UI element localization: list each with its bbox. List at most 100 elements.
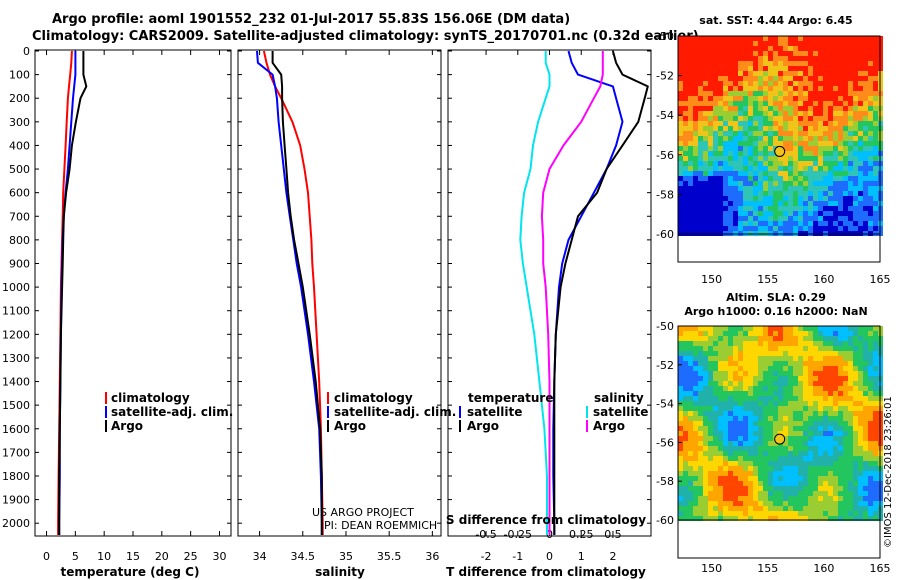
sla-cell	[678, 481, 683, 486]
sla-cell	[708, 331, 713, 336]
sla-cell	[713, 431, 718, 436]
sst-cell	[838, 201, 843, 206]
sla-cell	[708, 506, 713, 511]
sla-cell	[768, 351, 773, 356]
sla-cell	[728, 436, 733, 441]
sla-cell	[848, 516, 853, 521]
sst-cell	[788, 191, 793, 196]
sst-cell	[703, 101, 708, 106]
sla-cell	[738, 476, 743, 481]
sla-cell	[733, 416, 738, 421]
sla-cell	[783, 451, 788, 456]
sla-cell	[688, 386, 693, 391]
sla-cell	[833, 346, 838, 351]
sla-cell	[838, 391, 843, 396]
sst-cell	[713, 111, 718, 116]
sla-cell	[703, 416, 708, 421]
sla-cell	[843, 491, 848, 496]
sst-cell	[858, 146, 863, 151]
sla-cell	[723, 351, 728, 356]
sst-cell	[803, 221, 808, 226]
sla-cell	[723, 481, 728, 486]
sst-cell	[843, 106, 848, 111]
sst-cell	[798, 41, 803, 46]
sst-cell	[858, 36, 863, 41]
sst-cell	[828, 161, 833, 166]
map-lat-tick-label: -52	[656, 359, 674, 372]
sst-cell	[868, 56, 873, 61]
sst-cell	[743, 41, 748, 46]
sst-cell	[838, 41, 843, 46]
sst-cell	[768, 141, 773, 146]
sst-cell	[743, 51, 748, 56]
sst-cell	[763, 186, 768, 191]
sst-cell	[743, 86, 748, 91]
sla-cell	[803, 381, 808, 386]
sla-cell	[743, 471, 748, 476]
sst-cell	[748, 56, 753, 61]
sst-cell	[848, 216, 853, 221]
sst-cell	[778, 186, 783, 191]
sla-cell	[708, 496, 713, 501]
sla-cell	[793, 436, 798, 441]
sla-cell	[718, 461, 723, 466]
sla-cell	[753, 376, 758, 381]
sla-cell	[758, 451, 763, 456]
sst-cell	[813, 51, 818, 56]
sst-cell	[793, 46, 798, 51]
map-lat-tick-label: -60	[656, 514, 674, 527]
sla-cell	[768, 391, 773, 396]
sst-cell	[758, 36, 763, 41]
sst-cell	[773, 76, 778, 81]
x-tick-label: 34.5	[291, 550, 316, 563]
sst-cell	[728, 191, 733, 196]
sst-cell	[873, 96, 878, 101]
sla-cell	[718, 411, 723, 416]
sst-cell	[843, 151, 848, 156]
sst-cell	[738, 96, 743, 101]
sst-cell	[708, 56, 713, 61]
sst-cell	[778, 91, 783, 96]
sla-cell	[813, 431, 818, 436]
sst-cell	[743, 106, 748, 111]
sst-cell	[683, 171, 688, 176]
sla-cell	[703, 401, 708, 406]
sla-cell	[708, 446, 713, 451]
sla-cell	[783, 366, 788, 371]
sla-cell	[763, 406, 768, 411]
sst-cell	[693, 81, 698, 86]
sst-cell	[683, 56, 688, 61]
sla-cell	[688, 346, 693, 351]
sla-cell	[798, 336, 803, 341]
sla-cell	[743, 331, 748, 336]
sla-cell	[823, 476, 828, 481]
map-lat-tick-label: -52	[656, 70, 674, 83]
sst-cell	[838, 171, 843, 176]
sla-cell	[748, 456, 753, 461]
sla-cell	[813, 516, 818, 521]
sla-cell	[748, 471, 753, 476]
sst-cell	[693, 71, 698, 76]
sla-cell	[708, 351, 713, 356]
sst-cell	[773, 96, 778, 101]
sla-cell	[773, 411, 778, 416]
map-lon-tick-label: 150	[701, 562, 722, 575]
sla-cell	[698, 496, 703, 501]
sla-cell	[803, 376, 808, 381]
sst-cell	[713, 176, 718, 181]
sst-cell	[718, 41, 723, 46]
sst-cell	[708, 91, 713, 96]
sla-cell	[848, 326, 853, 331]
sst-cell	[688, 186, 693, 191]
sla-cell	[778, 491, 783, 496]
depth-tick-label: 1400	[2, 376, 30, 389]
sla-cell	[863, 396, 868, 401]
sst-cell	[703, 111, 708, 116]
sst-cell	[803, 181, 808, 186]
sst-cell	[833, 121, 838, 126]
sla-cell	[718, 511, 723, 516]
sla-cell	[808, 471, 813, 476]
sla-cell	[708, 356, 713, 361]
sst-cell	[768, 76, 773, 81]
temperature-legend: climatology satellite-adj. clim. Argo	[105, 391, 233, 433]
